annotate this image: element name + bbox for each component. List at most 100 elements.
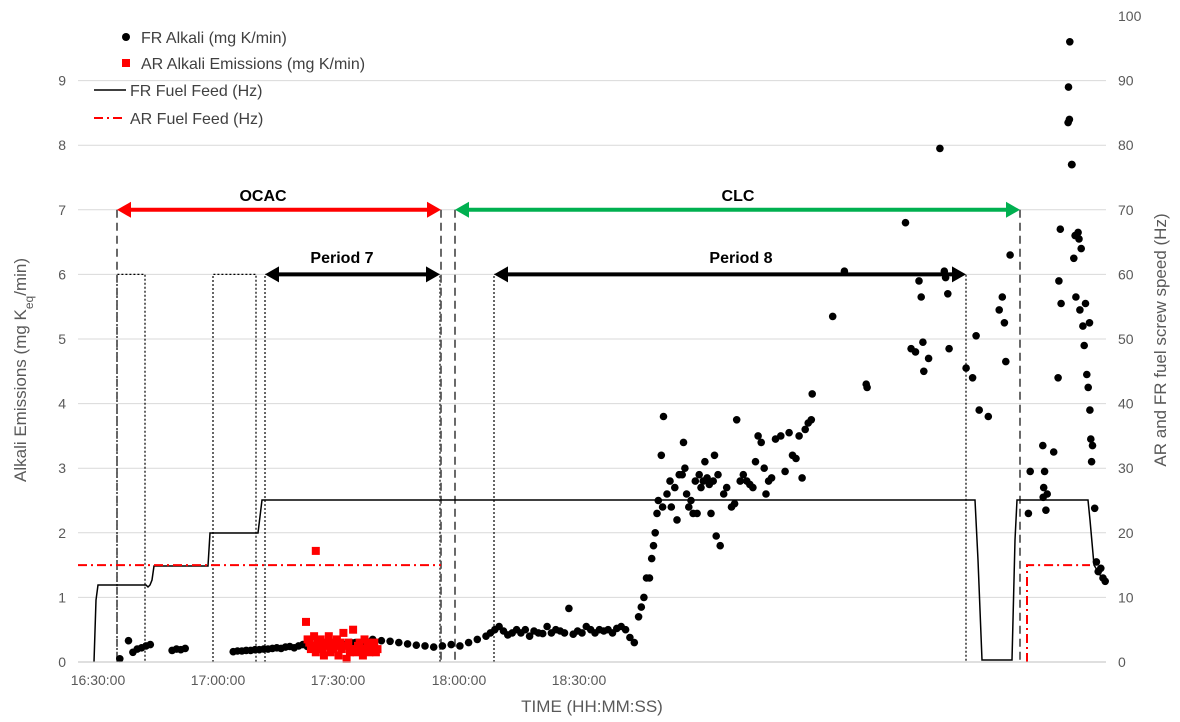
ar-alkali-point xyxy=(310,632,319,641)
ocac-arrow-head-left xyxy=(117,201,131,218)
fr-alkali-point xyxy=(456,642,464,650)
fr-alkali-point xyxy=(739,470,748,479)
fr-alkali-point xyxy=(1081,299,1090,308)
y-left-tick-3: 3 xyxy=(58,460,66,476)
fr-alkali-point xyxy=(795,432,803,440)
fr-alkali-point xyxy=(1054,374,1062,382)
fr-alkali-point xyxy=(691,477,700,485)
fr-alkali-point xyxy=(630,638,639,647)
fr-alkali-point xyxy=(798,474,806,482)
fr-alkali-point xyxy=(785,428,793,437)
y-axis-left-title-end: /min) xyxy=(11,258,30,296)
x-tick-18:00:00: 18:00:00 xyxy=(432,672,487,688)
fr-alkali-point xyxy=(679,438,688,447)
period-8-arrow-head-left xyxy=(494,266,508,283)
x-axis-title: TIME (HH:MM:SS) xyxy=(521,697,663,716)
ar-alkali-point xyxy=(344,638,353,647)
fr-alkali-point xyxy=(1039,483,1048,492)
fuel-feed-lines xyxy=(78,499,1105,663)
period-arrows xyxy=(117,201,1020,283)
ar-alkali-point xyxy=(336,638,345,647)
fr-alkali-point xyxy=(1076,306,1084,314)
y-right-tick-70: 70 xyxy=(1118,202,1134,218)
ar-alkali-point xyxy=(318,645,327,654)
y-right-tick-10: 10 xyxy=(1118,589,1134,605)
ar-alkali-point xyxy=(324,632,333,641)
fr-alkali-point xyxy=(701,457,709,466)
fr-alkali-point xyxy=(1087,457,1096,466)
y-axis-left-title: Alkali Emissions (mg Keq/min) xyxy=(11,258,36,482)
period-frame-3 xyxy=(493,273,967,662)
fr-alkali-point xyxy=(944,290,952,298)
fr-alkali-point xyxy=(429,643,438,651)
fr-alkali-point xyxy=(801,425,809,434)
fr-alkali-point xyxy=(732,416,741,424)
period-boundaries xyxy=(116,209,1021,662)
fr-alkali-point xyxy=(538,629,547,638)
legend-marker-fr-alkali xyxy=(122,33,130,41)
ar-alkali-point xyxy=(357,645,366,654)
fr-alkali-point xyxy=(975,406,983,414)
x-tick-17:00:00: 17:00:00 xyxy=(191,672,246,688)
fr-alkali-point xyxy=(116,655,124,663)
fr-alkali-point xyxy=(722,483,731,492)
fr-alkali-point xyxy=(1057,299,1065,308)
ar-alkali-point xyxy=(349,625,358,634)
fr-alkali-point xyxy=(666,477,674,485)
ar-alkali-point xyxy=(316,635,325,644)
legend-label-fr-fuel: FR Fuel Feed (Hz) xyxy=(130,83,262,100)
ar-alkali-point xyxy=(355,638,364,647)
fr-alkali-point xyxy=(710,451,719,460)
y-right-tick-60: 60 xyxy=(1118,266,1134,282)
fr-alkali-point xyxy=(1077,244,1085,253)
period-frame-2 xyxy=(264,273,441,662)
fr-alkali-point xyxy=(1080,341,1088,350)
fr-alkali-point xyxy=(649,541,658,550)
fr-alkali-point xyxy=(754,432,762,440)
legend-label-fr-alkali: FR Alkali (mg K/min) xyxy=(141,30,287,47)
fr-alkali-point xyxy=(578,629,586,637)
fr-alkali-point xyxy=(863,383,871,392)
y-right-tick-80: 80 xyxy=(1118,137,1134,153)
fr-alkali-point xyxy=(1083,370,1091,379)
fr-alkali-point xyxy=(1024,509,1033,518)
fr-alkali-point xyxy=(1055,277,1063,285)
fr-alkali-point xyxy=(1068,160,1076,169)
y-left-tick-2: 2 xyxy=(58,525,66,541)
fr-alkali-point xyxy=(645,574,654,582)
fr-alkali-point xyxy=(1002,357,1010,366)
fr-alkali-point xyxy=(651,529,659,537)
fr-alkali-point xyxy=(1090,504,1099,513)
legend-marker-ar-alkali xyxy=(122,59,130,67)
fr-alkali-point xyxy=(730,499,739,508)
fr-alkali-point xyxy=(995,306,1003,314)
fr-alkali-point xyxy=(473,635,482,644)
fr-alkali-point xyxy=(438,642,447,650)
period-7-arrow-head-left xyxy=(265,266,279,283)
ar-alkali-point xyxy=(334,651,343,660)
fr-alkali-point xyxy=(1049,448,1058,456)
fr-alkali-point xyxy=(915,277,923,285)
ar-alkali-point xyxy=(302,617,310,626)
fr-alkali-point xyxy=(714,470,722,479)
y-axis-left-title-main: Alkali Emissions (mg K xyxy=(11,308,30,482)
fr-alkali-point xyxy=(751,457,760,466)
ocac-label: OCAC xyxy=(239,188,287,205)
fr-alkali-point xyxy=(653,509,661,518)
ar-alkali-point xyxy=(352,648,361,657)
y-axis-left-title-subscript: eq xyxy=(22,296,36,309)
fr-alkali-point xyxy=(687,496,695,505)
y-left-tick-5: 5 xyxy=(58,331,66,347)
fr-alkali-point xyxy=(792,454,800,463)
fr-alkali-point xyxy=(1086,406,1094,414)
y-left-tick-8: 8 xyxy=(58,137,66,153)
fr-alkali-point xyxy=(719,490,728,498)
fr-alkali-point xyxy=(901,218,910,227)
period-frame-1 xyxy=(212,273,257,662)
fr-alkali-point xyxy=(421,642,429,650)
fr-alkali-point xyxy=(1092,558,1101,566)
fr-alkali-point xyxy=(807,416,816,424)
y-right-tick-20: 20 xyxy=(1118,525,1134,541)
ar-alkali-point xyxy=(342,654,351,663)
